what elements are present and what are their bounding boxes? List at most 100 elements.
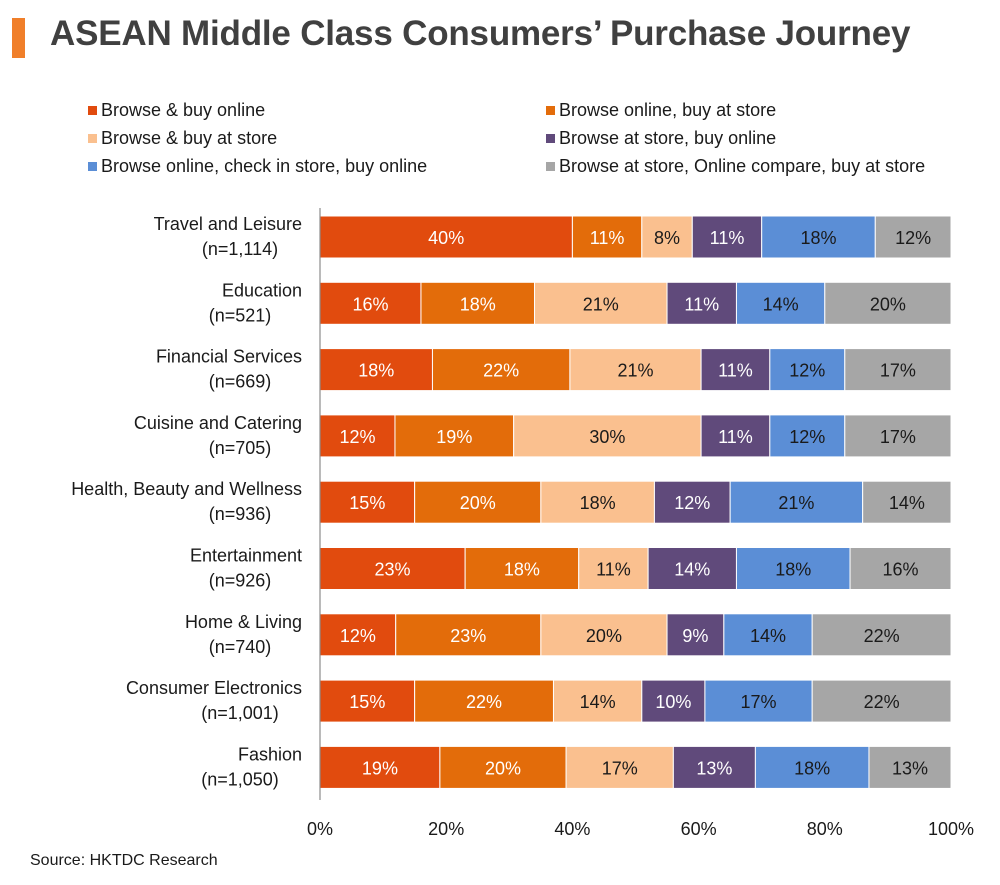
data-label: 17% bbox=[880, 361, 916, 381]
data-label: 22% bbox=[483, 361, 519, 381]
data-label: 14% bbox=[580, 692, 616, 712]
data-label: 14% bbox=[674, 560, 710, 580]
bar-segment-entertainment-browse-and-buy-online bbox=[319, 547, 466, 590]
data-label: 18% bbox=[580, 493, 616, 513]
legend-label: Browse online, buy at store bbox=[559, 100, 777, 120]
category-sample-size: (n=705) bbox=[209, 438, 272, 458]
legend-item-browse-at-store-online-compare-buy-at-store: Browse at store, Online compare, buy at … bbox=[546, 156, 925, 177]
category-label: Consumer Electronics bbox=[126, 678, 302, 698]
chart-title: ASEAN Middle Class Consumers’ Purchase J… bbox=[50, 14, 911, 53]
data-label: 20% bbox=[870, 294, 906, 314]
bar-segment-consumer-electronics-browse-online-buy-at-store bbox=[414, 679, 554, 723]
data-label: 22% bbox=[466, 692, 502, 712]
legend-label: Browse online, check in store, buy onlin… bbox=[101, 156, 428, 176]
data-label: 11% bbox=[718, 361, 753, 381]
category-sample-size: (n=740) bbox=[209, 637, 272, 657]
x-tick-label: 0% bbox=[307, 819, 333, 839]
data-label: 11% bbox=[596, 560, 631, 580]
legend-swatch bbox=[88, 106, 97, 115]
data-label: 13% bbox=[892, 758, 928, 778]
x-tick-label: 40% bbox=[554, 819, 590, 839]
bar-segment-education-browse-and-buy-online bbox=[319, 281, 422, 325]
data-label: 40% bbox=[428, 228, 464, 248]
data-label: 23% bbox=[375, 560, 411, 580]
legend-swatch bbox=[546, 134, 555, 143]
bar-segment-entertainment-browse-online-check-in-store-buy-online bbox=[735, 547, 851, 590]
bar-segment-education-browse-at-store-online-compare-buy-at-store bbox=[824, 281, 952, 325]
data-label: 20% bbox=[485, 758, 521, 778]
bar-segment-financial-services-browse-at-store-buy-online bbox=[700, 348, 771, 392]
data-label: 18% bbox=[794, 758, 830, 778]
data-label: 20% bbox=[460, 493, 496, 513]
bar-segment-cuisine-and-catering-browse-at-store-buy-online bbox=[700, 414, 771, 458]
category-label: Financial Services bbox=[156, 347, 302, 367]
bar-segment-travel-and-leisure-browse-at-store-online-compare-buy-at-store bbox=[874, 215, 952, 259]
category-label: Fashion bbox=[238, 744, 302, 764]
bar-segment-consumer-electronics-browse-and-buy-at-store bbox=[552, 679, 643, 723]
legend-label: Browse & buy at store bbox=[101, 128, 278, 148]
data-label: 18% bbox=[800, 228, 836, 248]
x-tick-label: 80% bbox=[807, 819, 843, 839]
category-label: Education bbox=[222, 280, 302, 300]
data-label: 12% bbox=[789, 427, 825, 447]
data-label: 30% bbox=[589, 427, 625, 447]
bar-segment-travel-and-leisure-browse-at-store-buy-online bbox=[691, 215, 763, 259]
data-label: 17% bbox=[741, 692, 777, 712]
category-sample-size: (n=669) bbox=[209, 372, 272, 392]
data-label: 17% bbox=[880, 427, 916, 447]
category-label: Health, Beauty and Wellness bbox=[71, 479, 302, 499]
bar-segment-health-beauty-and-wellness-browse-at-store-online-compare-buy-at-store bbox=[862, 480, 952, 524]
data-label: 15% bbox=[349, 493, 385, 513]
bar-segment-education-browse-at-store-buy-online bbox=[666, 281, 737, 325]
data-label: 15% bbox=[349, 692, 385, 712]
bar-segment-consumer-electronics-browse-and-buy-online bbox=[319, 679, 416, 723]
bar-segment-fashion-browse-and-buy-online bbox=[319, 745, 441, 789]
category-sample-size: (n=926) bbox=[209, 571, 272, 591]
data-label: 11% bbox=[710, 228, 745, 248]
data-label: 18% bbox=[460, 294, 496, 314]
bar-segment-consumer-electronics-browse-at-store-buy-online bbox=[641, 679, 706, 723]
bar-segment-home-and-living-browse-at-store-online-compare-buy-at-store bbox=[811, 613, 952, 657]
bar-segment-fashion-browse-online-check-in-store-buy-online bbox=[754, 745, 870, 789]
data-label: 21% bbox=[617, 361, 653, 381]
data-label: 11% bbox=[684, 294, 719, 314]
bar-segment-financial-services-browse-at-store-online-compare-buy-at-store bbox=[844, 348, 952, 392]
bar-segment-fashion-browse-at-store-online-compare-buy-at-store bbox=[868, 745, 952, 789]
category-sample-size: (n=1,114) bbox=[202, 239, 278, 259]
legend: Browse & buy online Browse online, buy at… bbox=[0, 0, 1000, 200]
bar-segment-health-beauty-and-wellness-browse-and-buy-online bbox=[319, 480, 416, 524]
bar-segment-consumer-electronics-browse-online-check-in-store-buy-online bbox=[704, 679, 813, 723]
data-label: 23% bbox=[450, 626, 486, 646]
x-tick-label: 100% bbox=[928, 819, 974, 839]
legend-item-browse-and-buy-online: Browse & buy online bbox=[88, 100, 265, 121]
data-label: 10% bbox=[655, 692, 691, 712]
bar-segment-travel-and-leisure-browse-online-check-in-store-buy-online bbox=[761, 215, 876, 259]
category-sample-size: (n=1,050) bbox=[201, 769, 279, 789]
bar-segment-home-and-living-browse-online-buy-at-store bbox=[395, 613, 542, 657]
data-label: 14% bbox=[750, 626, 786, 646]
data-label: 14% bbox=[889, 493, 925, 513]
bar-segment-entertainment-browse-at-store-online-compare-buy-at-store bbox=[849, 547, 952, 590]
data-label: 19% bbox=[362, 758, 398, 778]
data-label: 8% bbox=[654, 228, 680, 248]
bar-segment-health-beauty-and-wellness-browse-at-store-buy-online bbox=[653, 480, 731, 524]
bar-segment-home-and-living-browse-at-store-buy-online bbox=[666, 613, 725, 657]
legend-swatch bbox=[88, 134, 97, 143]
data-label: 18% bbox=[775, 560, 811, 580]
data-label: 20% bbox=[586, 626, 622, 646]
legend-item-browse-online-check-in-store-buy-online: Browse online, check in store, buy onlin… bbox=[88, 156, 427, 177]
data-label: 14% bbox=[763, 294, 799, 314]
data-label: 9% bbox=[682, 626, 708, 646]
bar-segment-cuisine-and-catering-browse-at-store-online-compare-buy-at-store bbox=[844, 414, 952, 458]
legend-label: Browse at store, Online compare, buy at … bbox=[559, 156, 926, 176]
data-label: 12% bbox=[895, 228, 931, 248]
data-label: 11% bbox=[590, 228, 625, 248]
data-label: 12% bbox=[339, 427, 375, 447]
data-label: 18% bbox=[504, 560, 540, 580]
bar-segment-entertainment-browse-and-buy-at-store bbox=[578, 547, 649, 590]
bar-segment-financial-services-browse-and-buy-online bbox=[319, 348, 433, 392]
bar-segment-health-beauty-and-wellness-browse-online-check-in-store-buy-online bbox=[729, 480, 864, 524]
legend-item-browse-at-store-buy-online: Browse at store, buy online bbox=[546, 128, 776, 149]
data-label: 16% bbox=[883, 560, 919, 580]
